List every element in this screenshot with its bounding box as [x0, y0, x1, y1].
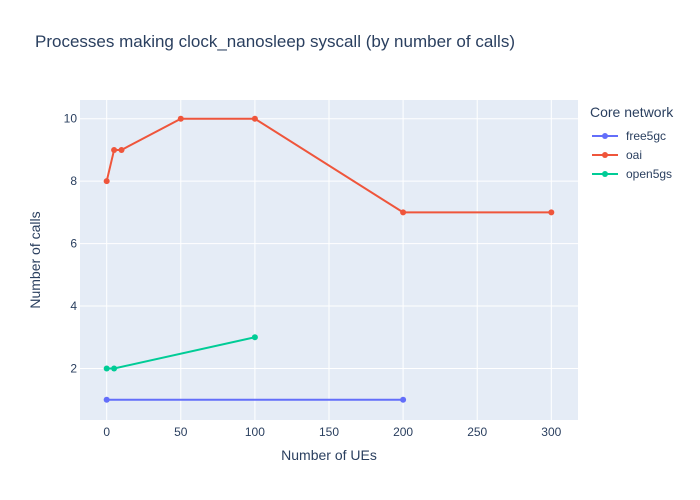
- x-tick-label: 50: [174, 425, 188, 439]
- data-point-open5gs: [103, 365, 110, 372]
- y-tick-label: 10: [64, 112, 78, 126]
- data-point-free5gc: [400, 396, 407, 403]
- tick-labels: 0 50 100 150 200 250 300 2 4 6 8 10: [64, 112, 562, 439]
- legend-item-free5gc[interactable]: free5gc: [590, 126, 673, 145]
- legend-title: Core network: [590, 104, 674, 120]
- y-tick-label: 4: [70, 299, 77, 313]
- x-tick-label: 300: [541, 425, 561, 439]
- legend-swatch: [590, 150, 620, 160]
- data-point-oai: [103, 178, 110, 185]
- data-point-oai: [177, 115, 184, 122]
- legend-label: open5gs: [626, 166, 673, 181]
- x-tick-label: 100: [245, 425, 265, 439]
- data-point-free5gc: [103, 396, 110, 403]
- y-axis-label: Number of calls: [27, 211, 43, 308]
- legend-swatch: [590, 131, 620, 141]
- y-tick-label: 2: [70, 361, 77, 375]
- data-point-oai: [118, 146, 125, 153]
- x-tick-label: 200: [393, 425, 413, 439]
- x-tick-label: 150: [319, 425, 339, 439]
- y-tick-label: 8: [70, 174, 77, 188]
- data-point-oai: [400, 209, 407, 216]
- series-open5gs: [103, 334, 258, 372]
- legend-label: free5gc: [626, 128, 667, 143]
- series-free5gc: [103, 396, 407, 403]
- data-point-oai: [548, 209, 555, 216]
- y-tick-label: 6: [70, 237, 77, 251]
- legend-label: oai: [626, 147, 643, 162]
- legend-item-oai[interactable]: oai: [590, 145, 673, 164]
- data-point-open5gs: [251, 334, 258, 341]
- data-point-open5gs: [111, 365, 118, 372]
- data-point-oai: [251, 115, 258, 122]
- x-axis-label: Number of UEs: [281, 447, 377, 463]
- legend-item-open5gs[interactable]: open5gs: [590, 164, 673, 183]
- series-group: [103, 115, 555, 403]
- legend: Core network free5gc oai open5gs: [590, 104, 673, 183]
- data-point-oai: [111, 146, 118, 153]
- legend-swatch: [590, 169, 620, 179]
- legend-items: free5gc oai open5gs: [590, 126, 673, 183]
- chart-title: Processes making clock_nanosleep syscall…: [35, 32, 515, 51]
- x-tick-label: 0: [103, 425, 110, 439]
- series-oai: [103, 115, 555, 216]
- x-tick-label: 250: [467, 425, 487, 439]
